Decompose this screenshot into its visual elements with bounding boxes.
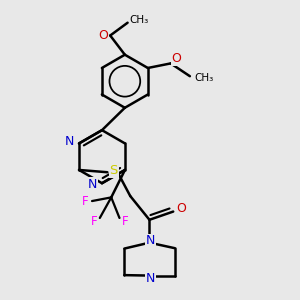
- Text: F: F: [122, 215, 128, 228]
- Text: N: N: [146, 234, 155, 247]
- Text: O: O: [98, 28, 108, 42]
- Text: N: N: [65, 135, 74, 148]
- Text: N: N: [146, 272, 155, 285]
- Text: O: O: [176, 202, 186, 215]
- Text: N: N: [88, 178, 98, 190]
- Text: CH₃: CH₃: [129, 15, 149, 26]
- Text: CH₃: CH₃: [194, 73, 213, 82]
- Text: F: F: [82, 194, 89, 208]
- Text: O: O: [172, 52, 182, 65]
- Text: S: S: [110, 164, 118, 177]
- Text: F: F: [91, 215, 98, 228]
